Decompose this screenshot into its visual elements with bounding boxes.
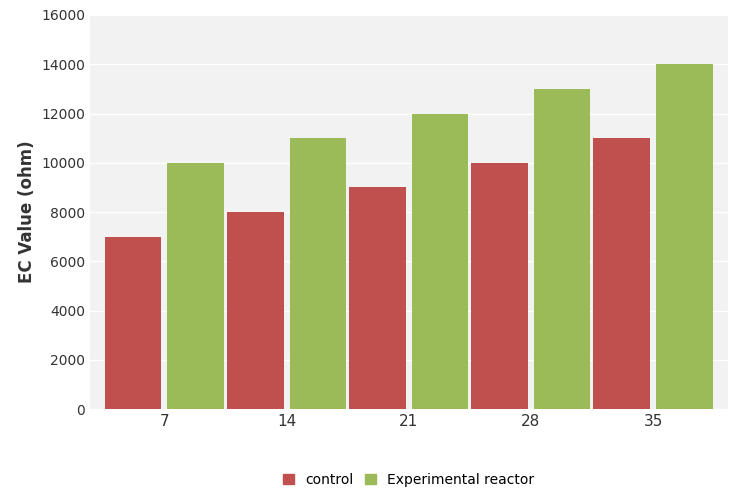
Legend: control, Experimental reactor: control, Experimental reactor — [278, 468, 540, 493]
Bar — [227, 212, 284, 409]
Bar — [290, 138, 346, 409]
Bar — [471, 163, 528, 409]
Bar — [656, 64, 712, 409]
Bar — [105, 237, 161, 409]
Bar — [167, 163, 224, 409]
Bar — [350, 188, 406, 409]
Bar — [593, 138, 650, 409]
Bar — [534, 89, 590, 409]
Bar — [412, 114, 468, 409]
Y-axis label: EC Value (ohm): EC Value (ohm) — [17, 141, 35, 283]
